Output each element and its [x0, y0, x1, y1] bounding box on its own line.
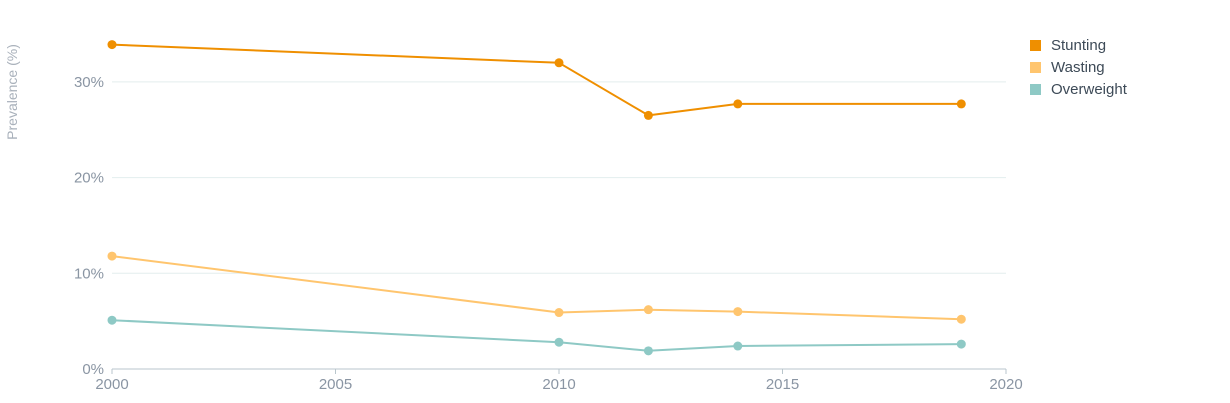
- series-line-stunting: [111, 43, 962, 117]
- data-point-wasting[interactable]: [733, 307, 743, 317]
- y-tick-label: 0%: [82, 361, 104, 378]
- legend-item-wasting[interactable]: Wasting: [1030, 56, 1127, 78]
- legend-swatch-overweight: [1030, 83, 1041, 95]
- series-line-wasting: [111, 255, 962, 321]
- x-tick-label: 2015: [766, 376, 799, 393]
- data-point-stunting[interactable]: [107, 40, 117, 50]
- x-axis: 2000 2005 2010 2015 2020: [95, 368, 1023, 393]
- y-axis-ticks: 0% 10% 20% 30%: [74, 74, 104, 378]
- data-point-wasting[interactable]: [554, 308, 564, 318]
- x-tick-label: 2000: [95, 376, 128, 393]
- data-point-stunting[interactable]: [643, 110, 653, 120]
- series-line-overweight: [111, 319, 962, 352]
- data-point-stunting[interactable]: [956, 99, 966, 109]
- gridlines: [112, 81, 1006, 274]
- legend-item-overweight[interactable]: Overweight: [1030, 78, 1127, 100]
- data-point-wasting[interactable]: [107, 251, 117, 261]
- y-tick-label: 10%: [74, 265, 104, 282]
- legend-label-overweight: Overweight: [1051, 80, 1127, 98]
- data-point-overweight[interactable]: [107, 315, 117, 325]
- y-tick-label: 30%: [74, 74, 104, 91]
- data-point-overweight[interactable]: [554, 337, 564, 347]
- legend-label-wasting: Wasting: [1051, 58, 1105, 76]
- x-tick-label: 2010: [542, 376, 575, 393]
- x-tick-label: 2005: [319, 376, 352, 393]
- x-tick-label: 2020: [989, 376, 1022, 393]
- data-point-stunting[interactable]: [554, 58, 564, 68]
- y-axis-label: Prevalence (%): [4, 44, 20, 140]
- data-point-stunting[interactable]: [733, 99, 743, 109]
- legend-item-stunting[interactable]: Stunting: [1030, 34, 1127, 56]
- data-point-overweight[interactable]: [733, 341, 743, 351]
- legend-swatch-wasting: [1030, 61, 1041, 73]
- legend: Stunting Wasting Overweight: [1030, 34, 1127, 100]
- y-tick-label: 20%: [74, 170, 104, 187]
- legend-swatch-stunting: [1030, 39, 1041, 51]
- data-point-wasting[interactable]: [643, 305, 653, 315]
- series-group: [107, 40, 966, 356]
- data-point-wasting[interactable]: [956, 314, 966, 324]
- legend-label-stunting: Stunting: [1051, 36, 1107, 54]
- data-point-overweight[interactable]: [643, 346, 653, 356]
- data-point-overweight[interactable]: [956, 339, 966, 349]
